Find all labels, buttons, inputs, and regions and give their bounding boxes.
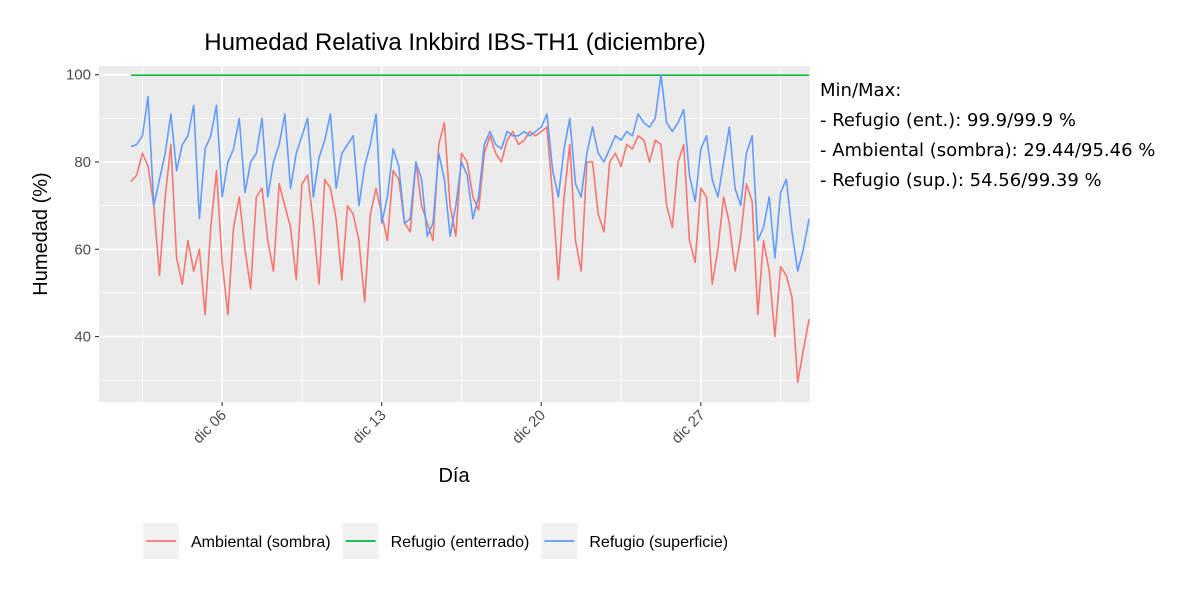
y-axis-label: Humedad (%): [30, 172, 52, 295]
chart-title: Humedad Relativa Inkbird IBS-TH1 (diciem…: [204, 29, 706, 56]
legend-label-0: Ambiental (sombra): [191, 534, 331, 551]
x-tick-label: dic 27: [668, 407, 708, 447]
y-axis: 40 60 80 100: [66, 67, 99, 346]
x-tick-label: dic 13: [349, 407, 389, 447]
legend-label-1: Refugio (enterrado): [391, 534, 530, 551]
minmax-line-superficie: - Refugio (sup.): 54.56/99.39 %: [820, 170, 1102, 191]
series-line-0: [130, 121, 810, 384]
x-tick-label: dic 06: [190, 407, 230, 447]
x-axis-label: Día: [438, 465, 470, 487]
legend-label-2: Refugio (superficie): [589, 534, 728, 551]
plot-panel: [99, 66, 810, 402]
minmax-line-ambiental: - Ambiental (sombra): 29.44/95.46 %: [820, 140, 1156, 161]
series-line-2: [130, 73, 810, 272]
y-tick-label: 60: [74, 241, 91, 258]
minmax-line-enterrado: - Refugio (ent.): 99.9/99.9 %: [820, 110, 1077, 131]
y-tick-label: 40: [74, 329, 91, 346]
series-group: [130, 73, 810, 384]
y-tick-label: 80: [74, 154, 91, 171]
minmax-heading: Min/Max:: [820, 80, 902, 101]
x-axis: dic 06 dic 13 dic 20 dic 27: [190, 402, 709, 447]
y-tick-label: 100: [66, 67, 91, 84]
legend: Ambiental (sombra) Refugio (enterrado) Ref…: [143, 523, 728, 559]
x-tick-label: dic 20: [509, 407, 549, 447]
